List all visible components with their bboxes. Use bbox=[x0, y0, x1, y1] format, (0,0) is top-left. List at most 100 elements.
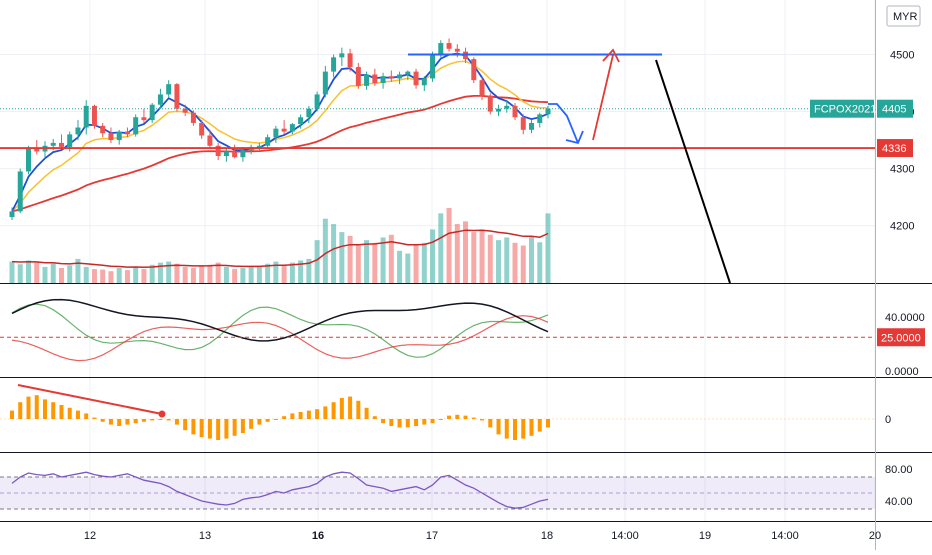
candle-body bbox=[190, 112, 196, 123]
histogram-bar bbox=[356, 400, 361, 419]
volume-bar bbox=[42, 266, 48, 283]
volume-bar bbox=[190, 268, 196, 283]
histogram-bar bbox=[100, 419, 105, 422]
volume-bar bbox=[67, 265, 73, 283]
time-tick-label: 18 bbox=[541, 530, 553, 542]
histogram-bar bbox=[372, 416, 377, 419]
volume-bar bbox=[314, 240, 320, 283]
support-price-label: 4336 bbox=[882, 143, 906, 155]
panel4-tick-label: 40.00 bbox=[885, 496, 913, 508]
candle-body bbox=[438, 43, 444, 55]
candle-body bbox=[91, 105, 97, 126]
volume-bar bbox=[83, 266, 89, 283]
candle-body bbox=[265, 137, 271, 146]
histogram-bar bbox=[108, 419, 113, 425]
volume-bar bbox=[372, 242, 378, 283]
candle-body bbox=[355, 67, 361, 86]
candle-body bbox=[380, 76, 386, 84]
volume-bar bbox=[463, 221, 469, 283]
histogram-bar bbox=[529, 419, 534, 436]
histogram-bar bbox=[158, 419, 163, 420]
histogram-bar bbox=[199, 419, 204, 438]
histogram-bar bbox=[273, 419, 278, 420]
volume-bar bbox=[273, 261, 279, 283]
histogram-bar bbox=[67, 407, 72, 419]
divergence-point bbox=[158, 410, 166, 418]
candle-body bbox=[322, 71, 328, 95]
volume-bar bbox=[364, 240, 370, 283]
volume-bar bbox=[471, 232, 477, 283]
histogram-bar bbox=[546, 419, 550, 428]
histogram-bar bbox=[174, 419, 179, 425]
volume-bar bbox=[322, 218, 328, 283]
histogram-bar bbox=[414, 419, 419, 426]
volume-bar bbox=[157, 262, 163, 283]
volume-bar bbox=[248, 266, 254, 283]
candle-body bbox=[34, 148, 40, 152]
histogram-bar bbox=[315, 409, 320, 419]
volume-bar bbox=[430, 229, 436, 283]
candle-body bbox=[281, 128, 287, 132]
histogram-bar bbox=[447, 415, 452, 419]
panel2-tick-label: 0.0000 bbox=[885, 366, 919, 378]
histogram-bar bbox=[430, 419, 435, 424]
volume-bar bbox=[199, 265, 205, 283]
candle-body bbox=[215, 145, 221, 157]
candle-body bbox=[430, 54, 436, 79]
candle-body bbox=[298, 117, 304, 125]
last-price-tag bbox=[877, 99, 913, 118]
panel2-tick-label: 40.0000 bbox=[885, 312, 925, 324]
volume-bar bbox=[215, 262, 221, 283]
histogram-bar bbox=[10, 410, 14, 419]
candle-body bbox=[471, 59, 477, 81]
histogram-bar bbox=[488, 419, 493, 428]
candle-body bbox=[17, 171, 23, 212]
candle-body bbox=[149, 104, 155, 121]
histogram-bar bbox=[422, 419, 427, 425]
volume-bar bbox=[223, 266, 229, 283]
candle-body bbox=[529, 122, 535, 130]
volume-bar bbox=[207, 264, 213, 283]
histogram-bar bbox=[331, 402, 336, 419]
divergence-trendline bbox=[17, 384, 163, 415]
histogram-bar bbox=[240, 419, 245, 433]
volume-bar bbox=[355, 245, 361, 283]
candle-body bbox=[454, 48, 460, 52]
rsi-line bbox=[11, 471, 549, 509]
candle-body bbox=[100, 125, 106, 134]
panel4-tick-label: 80.00 bbox=[885, 464, 913, 476]
volume-bar bbox=[504, 237, 510, 283]
candle-body bbox=[372, 74, 378, 84]
time-tick-label: 20 bbox=[869, 530, 881, 542]
red-arrowhead bbox=[602, 48, 620, 63]
blue-projection-arrow bbox=[548, 103, 579, 144]
volume-bar bbox=[397, 250, 403, 283]
volume-bar bbox=[91, 269, 97, 283]
histogram-bar bbox=[75, 410, 80, 419]
candle-body bbox=[75, 127, 81, 135]
histogram-bar bbox=[257, 419, 262, 425]
histogram-bar bbox=[405, 419, 410, 428]
volume-bar bbox=[388, 234, 394, 283]
volume-bar bbox=[34, 262, 40, 283]
volume-bar bbox=[479, 229, 485, 283]
volume-bar bbox=[9, 261, 15, 283]
volume-bar bbox=[306, 258, 312, 283]
volume-bar bbox=[100, 269, 106, 283]
histogram-bar bbox=[496, 419, 501, 435]
candle-body bbox=[405, 71, 411, 75]
time-tick-label: 13 bbox=[199, 530, 211, 542]
histogram-bar bbox=[397, 419, 402, 428]
candle-body bbox=[314, 94, 320, 109]
histogram-bar bbox=[18, 402, 23, 419]
volume-bar bbox=[149, 264, 155, 283]
currency-box bbox=[886, 5, 921, 27]
candle-body bbox=[182, 108, 188, 113]
histogram-bar bbox=[249, 419, 254, 429]
volume-bar bbox=[256, 265, 262, 283]
candle-body bbox=[347, 53, 353, 68]
candle-body bbox=[124, 131, 130, 135]
candle-body bbox=[537, 114, 543, 123]
histogram-bar bbox=[348, 396, 353, 419]
